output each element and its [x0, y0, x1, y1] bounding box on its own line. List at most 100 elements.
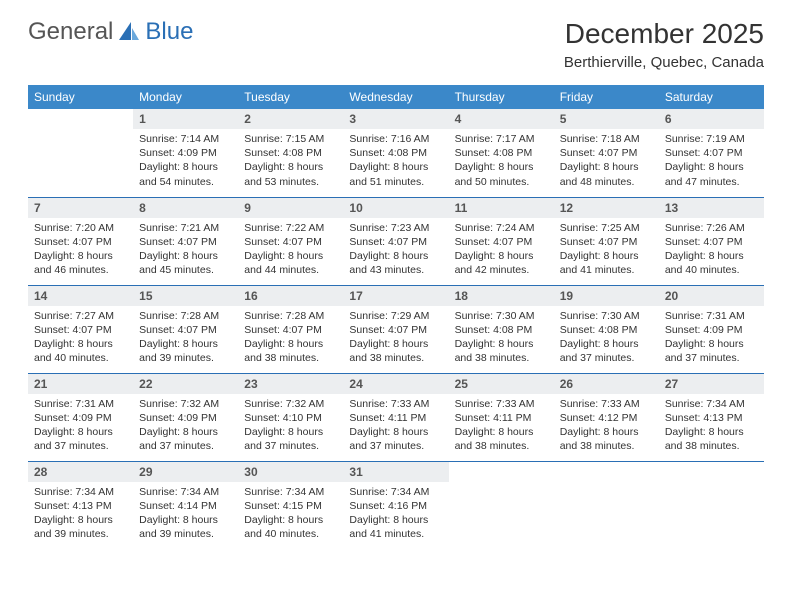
- logo-text-general: General: [28, 18, 113, 46]
- day-info: Sunrise: 7:27 AMSunset: 4:07 PMDaylight:…: [28, 306, 133, 372]
- calendar-table: SundayMondayTuesdayWednesdayThursdayFrid…: [28, 85, 764, 549]
- calendar-cell: 27Sunrise: 7:34 AMSunset: 4:13 PMDayligh…: [659, 373, 764, 461]
- day-info: Sunrise: 7:34 AMSunset: 4:13 PMDaylight:…: [659, 394, 764, 460]
- day-number: 1: [133, 109, 238, 129]
- day-info: Sunrise: 7:25 AMSunset: 4:07 PMDaylight:…: [554, 218, 659, 284]
- day-info: Sunrise: 7:29 AMSunset: 4:07 PMDaylight:…: [343, 306, 448, 372]
- weekday-header: Thursday: [449, 85, 554, 109]
- day-number: 9: [238, 198, 343, 218]
- day-number: 20: [659, 286, 764, 306]
- calendar-cell: 29Sunrise: 7:34 AMSunset: 4:14 PMDayligh…: [133, 461, 238, 549]
- logo: General Blue: [28, 18, 193, 46]
- day-number: 27: [659, 374, 764, 394]
- weekday-header: Monday: [133, 85, 238, 109]
- day-info: Sunrise: 7:19 AMSunset: 4:07 PMDaylight:…: [659, 129, 764, 195]
- calendar-cell: 30Sunrise: 7:34 AMSunset: 4:15 PMDayligh…: [238, 461, 343, 549]
- day-number: 22: [133, 374, 238, 394]
- calendar-cell: .: [554, 461, 659, 549]
- location-line: Berthierville, Quebec, Canada: [564, 54, 764, 71]
- day-info: Sunrise: 7:21 AMSunset: 4:07 PMDaylight:…: [133, 218, 238, 284]
- calendar-cell: 5Sunrise: 7:18 AMSunset: 4:07 PMDaylight…: [554, 109, 659, 197]
- day-info: Sunrise: 7:17 AMSunset: 4:08 PMDaylight:…: [449, 129, 554, 195]
- calendar-cell: 16Sunrise: 7:28 AMSunset: 4:07 PMDayligh…: [238, 285, 343, 373]
- calendar-cell: 10Sunrise: 7:23 AMSunset: 4:07 PMDayligh…: [343, 197, 448, 285]
- calendar-cell: 23Sunrise: 7:32 AMSunset: 4:10 PMDayligh…: [238, 373, 343, 461]
- day-number: 12: [554, 198, 659, 218]
- day-number: 30: [238, 462, 343, 482]
- weekday-header: Tuesday: [238, 85, 343, 109]
- day-info: Sunrise: 7:32 AMSunset: 4:10 PMDaylight:…: [238, 394, 343, 460]
- day-info: Sunrise: 7:32 AMSunset: 4:09 PMDaylight:…: [133, 394, 238, 460]
- calendar-cell: 12Sunrise: 7:25 AMSunset: 4:07 PMDayligh…: [554, 197, 659, 285]
- day-info: Sunrise: 7:14 AMSunset: 4:09 PMDaylight:…: [133, 129, 238, 195]
- day-info: Sunrise: 7:22 AMSunset: 4:07 PMDaylight:…: [238, 218, 343, 284]
- calendar-cell: 7Sunrise: 7:20 AMSunset: 4:07 PMDaylight…: [28, 197, 133, 285]
- day-number: 5: [554, 109, 659, 129]
- calendar-body: . 1Sunrise: 7:14 AMSunset: 4:09 PMDayligh…: [28, 109, 764, 549]
- day-number: 6: [659, 109, 764, 129]
- header: General Blue December 2025 Berthierville…: [0, 0, 792, 79]
- day-info: Sunrise: 7:34 AMSunset: 4:14 PMDaylight:…: [133, 482, 238, 548]
- weekday-header: Sunday: [28, 85, 133, 109]
- day-info: Sunrise: 7:34 AMSunset: 4:16 PMDaylight:…: [343, 482, 448, 548]
- day-info: Sunrise: 7:31 AMSunset: 4:09 PMDaylight:…: [659, 306, 764, 372]
- day-info: Sunrise: 7:31 AMSunset: 4:09 PMDaylight:…: [28, 394, 133, 460]
- calendar-cell: 31Sunrise: 7:34 AMSunset: 4:16 PMDayligh…: [343, 461, 448, 549]
- day-info: Sunrise: 7:30 AMSunset: 4:08 PMDaylight:…: [554, 306, 659, 372]
- weekday-header: Saturday: [659, 85, 764, 109]
- day-number: 21: [28, 374, 133, 394]
- calendar-cell: 20Sunrise: 7:31 AMSunset: 4:09 PMDayligh…: [659, 285, 764, 373]
- calendar-cell: 1Sunrise: 7:14 AMSunset: 4:09 PMDaylight…: [133, 109, 238, 197]
- calendar-cell: 26Sunrise: 7:33 AMSunset: 4:12 PMDayligh…: [554, 373, 659, 461]
- day-info: Sunrise: 7:26 AMSunset: 4:07 PMDaylight:…: [659, 218, 764, 284]
- day-number: 18: [449, 286, 554, 306]
- calendar-cell: 3Sunrise: 7:16 AMSunset: 4:08 PMDaylight…: [343, 109, 448, 197]
- day-number: 23: [238, 374, 343, 394]
- calendar-cell: 13Sunrise: 7:26 AMSunset: 4:07 PMDayligh…: [659, 197, 764, 285]
- day-info: Sunrise: 7:15 AMSunset: 4:08 PMDaylight:…: [238, 129, 343, 195]
- day-info: Sunrise: 7:33 AMSunset: 4:11 PMDaylight:…: [343, 394, 448, 460]
- day-number: 24: [343, 374, 448, 394]
- day-number: 29: [133, 462, 238, 482]
- logo-text-blue: Blue: [145, 18, 193, 46]
- day-info: Sunrise: 7:23 AMSunset: 4:07 PMDaylight:…: [343, 218, 448, 284]
- calendar-cell: 4Sunrise: 7:17 AMSunset: 4:08 PMDaylight…: [449, 109, 554, 197]
- calendar-week-row: 7Sunrise: 7:20 AMSunset: 4:07 PMDaylight…: [28, 197, 764, 285]
- day-number: 26: [554, 374, 659, 394]
- day-number: 28: [28, 462, 133, 482]
- calendar-cell: 8Sunrise: 7:21 AMSunset: 4:07 PMDaylight…: [133, 197, 238, 285]
- calendar-cell: 11Sunrise: 7:24 AMSunset: 4:07 PMDayligh…: [449, 197, 554, 285]
- calendar-cell: 18Sunrise: 7:30 AMSunset: 4:08 PMDayligh…: [449, 285, 554, 373]
- day-info: Sunrise: 7:18 AMSunset: 4:07 PMDaylight:…: [554, 129, 659, 195]
- day-info: Sunrise: 7:28 AMSunset: 4:07 PMDaylight:…: [238, 306, 343, 372]
- day-info: Sunrise: 7:16 AMSunset: 4:08 PMDaylight:…: [343, 129, 448, 195]
- title-block: December 2025 Berthierville, Quebec, Can…: [564, 18, 764, 71]
- calendar-cell: .: [659, 461, 764, 549]
- day-info: Sunrise: 7:34 AMSunset: 4:15 PMDaylight:…: [238, 482, 343, 548]
- day-number: 7: [28, 198, 133, 218]
- day-info: Sunrise: 7:30 AMSunset: 4:08 PMDaylight:…: [449, 306, 554, 372]
- day-info: Sunrise: 7:24 AMSunset: 4:07 PMDaylight:…: [449, 218, 554, 284]
- calendar-cell: 21Sunrise: 7:31 AMSunset: 4:09 PMDayligh…: [28, 373, 133, 461]
- calendar-cell: 15Sunrise: 7:28 AMSunset: 4:07 PMDayligh…: [133, 285, 238, 373]
- day-info: Sunrise: 7:33 AMSunset: 4:12 PMDaylight:…: [554, 394, 659, 460]
- page-title: December 2025: [564, 18, 764, 50]
- calendar-cell: 25Sunrise: 7:33 AMSunset: 4:11 PMDayligh…: [449, 373, 554, 461]
- calendar-cell: 14Sunrise: 7:27 AMSunset: 4:07 PMDayligh…: [28, 285, 133, 373]
- day-info: Sunrise: 7:20 AMSunset: 4:07 PMDaylight:…: [28, 218, 133, 284]
- day-number: 13: [659, 198, 764, 218]
- logo-sail-icon: [117, 20, 141, 44]
- calendar-week-row: .1Sunrise: 7:14 AMSunset: 4:09 PMDayligh…: [28, 109, 764, 197]
- calendar-cell: 2Sunrise: 7:15 AMSunset: 4:08 PMDaylight…: [238, 109, 343, 197]
- day-number: 3: [343, 109, 448, 129]
- calendar-cell: .: [449, 461, 554, 549]
- calendar-week-row: 14Sunrise: 7:27 AMSunset: 4:07 PMDayligh…: [28, 285, 764, 373]
- calendar-week-row: 21Sunrise: 7:31 AMSunset: 4:09 PMDayligh…: [28, 373, 764, 461]
- day-number: 31: [343, 462, 448, 482]
- day-info: Sunrise: 7:33 AMSunset: 4:11 PMDaylight:…: [449, 394, 554, 460]
- day-info: Sunrise: 7:28 AMSunset: 4:07 PMDaylight:…: [133, 306, 238, 372]
- day-number: 4: [449, 109, 554, 129]
- weekday-header: Friday: [554, 85, 659, 109]
- calendar-cell: 9Sunrise: 7:22 AMSunset: 4:07 PMDaylight…: [238, 197, 343, 285]
- day-info: Sunrise: 7:34 AMSunset: 4:13 PMDaylight:…: [28, 482, 133, 548]
